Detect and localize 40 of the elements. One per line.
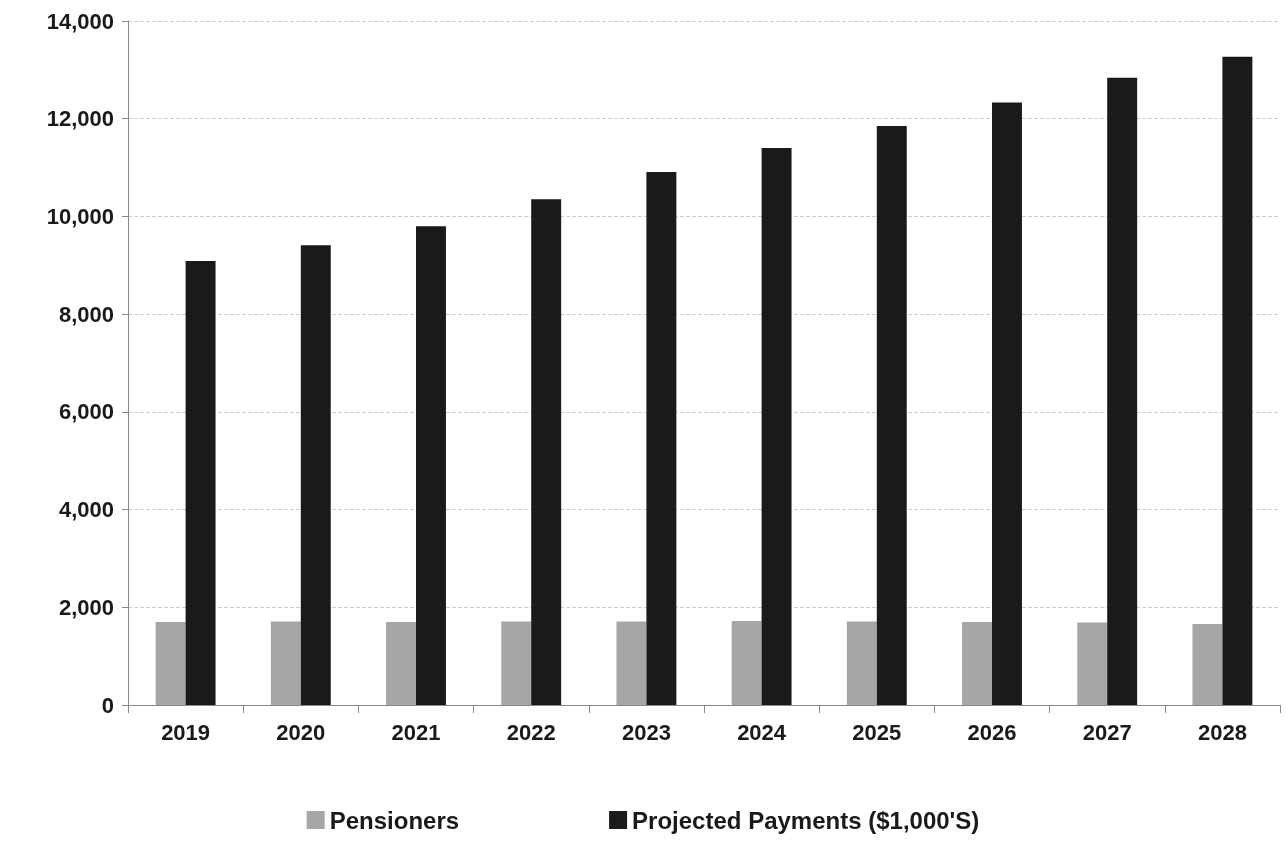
bar <box>531 199 562 705</box>
legend-label: Projected Payments ($1,000'S) <box>632 806 980 834</box>
bar <box>876 126 907 705</box>
bar <box>761 148 792 705</box>
y-tick-label: 8,000 <box>58 301 114 327</box>
y-tick-label: 2,000 <box>58 594 114 620</box>
y-tick-label: 10,000 <box>46 203 114 229</box>
y-tick-label: 6,000 <box>58 399 114 425</box>
bar <box>270 621 301 705</box>
bar <box>501 621 532 705</box>
legend-label: Pensioners <box>329 806 460 834</box>
bar <box>1107 77 1138 705</box>
x-tick-label: 2028 <box>1197 719 1247 745</box>
x-tick-label: 2021 <box>391 719 441 745</box>
bar <box>386 621 416 705</box>
x-tick-label: 2023 <box>621 719 671 745</box>
x-tick-label: 2025 <box>852 719 902 745</box>
bar <box>616 621 647 705</box>
bar <box>992 102 1022 705</box>
bar <box>1222 56 1253 705</box>
bar <box>846 621 877 705</box>
y-tick-label: 0 <box>101 692 114 718</box>
x-tick-label: 2019 <box>161 719 211 745</box>
bar <box>300 245 331 705</box>
bar <box>1192 623 1223 705</box>
x-tick-label: 2024 <box>737 719 787 745</box>
bar <box>416 226 446 705</box>
x-tick-label: 2022 <box>506 719 556 745</box>
y-tick-label: 14,000 <box>46 8 114 34</box>
bar <box>646 171 677 705</box>
bar <box>185 260 216 705</box>
bar <box>962 621 992 705</box>
x-tick-label: 2027 <box>1082 719 1132 745</box>
y-tick-label: 4,000 <box>58 497 114 523</box>
x-tick-label: 2020 <box>276 719 326 745</box>
bar <box>1077 622 1108 705</box>
y-tick-label: 12,000 <box>46 106 114 132</box>
bar <box>731 620 762 705</box>
x-tick-label: 2026 <box>967 719 1017 745</box>
bar <box>155 621 186 705</box>
